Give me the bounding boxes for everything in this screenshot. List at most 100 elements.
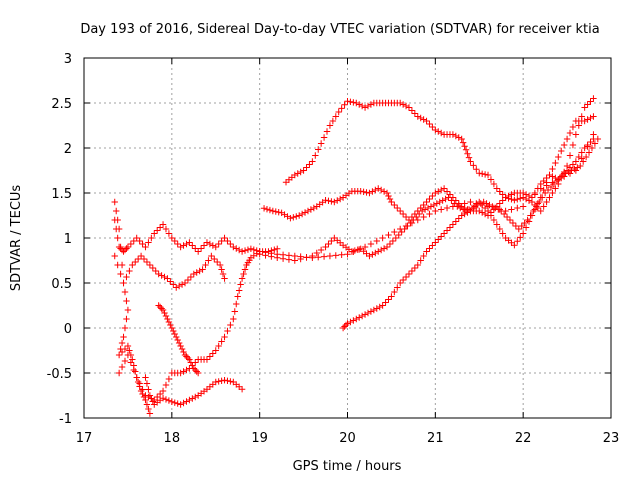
data-point (443, 227, 451, 234)
data-point (214, 258, 221, 266)
data-point (177, 369, 184, 377)
data-point (127, 351, 135, 359)
data-point (455, 134, 462, 141)
data-point (495, 206, 502, 213)
data-point (153, 393, 161, 401)
data-point (429, 123, 436, 131)
data-point (418, 207, 426, 215)
data-point (136, 383, 143, 390)
data-point (315, 146, 322, 153)
data-point (391, 228, 398, 236)
data-point (584, 101, 591, 108)
data-point (455, 215, 462, 222)
data-point (123, 297, 130, 305)
data-point (594, 135, 602, 143)
series-track-i (339, 113, 597, 332)
data-point (417, 257, 424, 264)
data-point (357, 188, 364, 195)
data-point (177, 342, 184, 350)
data-point (126, 267, 133, 275)
data-point (180, 399, 187, 407)
data-point (388, 198, 395, 206)
data-point (137, 252, 145, 260)
data-point (165, 318, 173, 326)
data-point (484, 207, 492, 215)
data-point (227, 321, 234, 329)
data-point (139, 240, 146, 248)
data-point (124, 342, 132, 350)
data-point (183, 398, 190, 405)
data-point (376, 303, 383, 311)
data-point (478, 170, 486, 177)
data-point (435, 128, 442, 135)
data-point (358, 102, 366, 110)
data-point (118, 261, 126, 269)
data-point (212, 243, 219, 251)
data-point (218, 377, 225, 384)
data-point (512, 222, 520, 230)
data-point (537, 180, 544, 188)
data-point (543, 198, 550, 206)
data-point (167, 321, 174, 329)
data-point (410, 216, 417, 224)
data-point (364, 309, 372, 317)
data-point (230, 315, 237, 323)
data-point (445, 194, 452, 201)
data-point (161, 273, 168, 281)
data-point (114, 216, 121, 224)
data-point (127, 359, 135, 366)
data-point (496, 225, 503, 233)
data-point (124, 306, 132, 314)
data-point (480, 198, 487, 206)
data-point (375, 185, 382, 192)
data-point (174, 336, 181, 344)
data-point (452, 218, 460, 225)
data-point (250, 246, 258, 253)
y-tick-label: 3 (64, 52, 72, 67)
data-point (263, 206, 271, 213)
data-point (183, 240, 190, 248)
data-point (508, 206, 515, 213)
data-point (417, 114, 424, 122)
data-point (367, 240, 375, 248)
data-point (168, 324, 176, 332)
data-point (241, 266, 249, 273)
data-point (268, 247, 275, 254)
data-point (388, 293, 395, 300)
y-tick-label: 2.5 (51, 97, 72, 112)
data-point (221, 275, 228, 282)
data-point (493, 221, 501, 228)
data-point (221, 377, 228, 384)
data-point (397, 207, 404, 215)
data-point (481, 204, 489, 212)
data-point (174, 400, 181, 407)
data-point (585, 149, 593, 156)
data-point (129, 356, 136, 363)
data-point (297, 168, 304, 176)
data-point (224, 237, 231, 245)
data-point (432, 126, 439, 134)
data-point (411, 110, 419, 117)
data-point (238, 386, 246, 393)
data-point (208, 252, 215, 260)
data-point (572, 131, 580, 138)
data-point (341, 323, 348, 330)
data-point (224, 377, 231, 384)
data-point (325, 197, 332, 204)
data-point (437, 206, 445, 213)
data-point (432, 207, 439, 215)
data-point (458, 135, 465, 143)
data-point (269, 207, 277, 215)
data-point (426, 210, 433, 218)
data-point (408, 107, 416, 114)
data-point (581, 144, 588, 152)
data-point (563, 135, 571, 143)
data-point (558, 147, 565, 155)
data-point (244, 246, 252, 253)
data-point (338, 105, 345, 112)
data-point (366, 252, 373, 260)
data-point (117, 270, 124, 278)
data-point (165, 230, 173, 237)
data-point (399, 276, 407, 284)
data-point (508, 196, 515, 203)
